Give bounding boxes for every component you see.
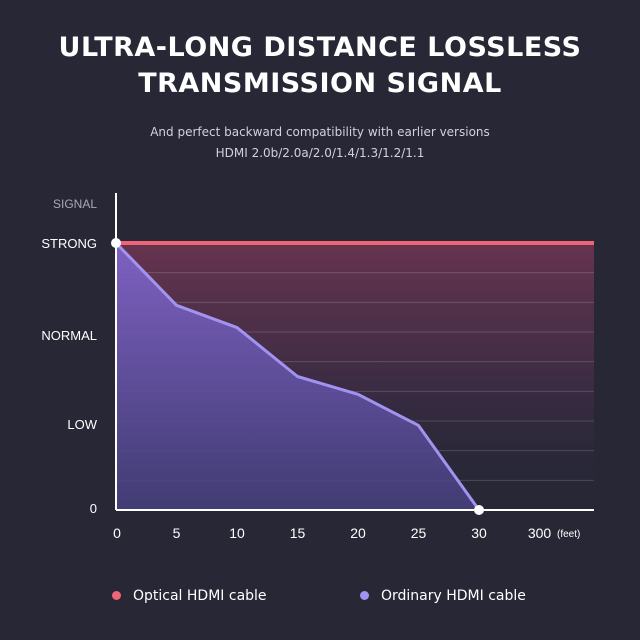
y-tick-label: 0 [90,501,97,516]
legend-marker-optical [112,590,121,600]
legend-label-optical: Optical HDMI cable [133,588,267,604]
x-tick-label: 0 [113,525,121,541]
subtitle-line-1: And perfect backward compatibility with … [150,125,490,139]
legend-marker-ordinary [360,590,369,600]
ordinary-series-line [114,241,481,511]
end-point-marker [474,505,484,515]
page-title: ULTRA-LONG DISTANCE LOSSLESS TRANSMISSIO… [0,30,640,102]
y-tick-label: LOW [67,417,97,432]
start-point-marker [111,238,121,248]
x-tick-label: 15 [290,525,306,541]
y-tick-label: STRONG [41,236,97,251]
chart-legend: Optical HDMI cable Ordinary HDMI cable [0,583,640,609]
x-tick-label: 20 [350,525,366,541]
x-tick-label: 10 [229,525,245,541]
legend-item-ordinary: Ordinary HDMI cable [360,583,526,609]
x-tick-label: 25 [411,525,427,541]
x-tick-label: 300 [528,525,552,541]
y-tick-label: NORMAL [41,328,97,343]
x-axis-unit: (feet) [557,529,580,540]
x-tick-label: 5 [173,525,181,541]
title-line-2: TRANSMISSION SIGNAL [138,68,502,99]
page-subtitle: And perfect backward compatibility with … [0,122,640,164]
title-line-1: ULTRA-LONG DISTANCE LOSSLESS [58,32,582,63]
subtitle-line-2: HDMI 2.0b/2.0a/2.0/1.4/1.3/1.2/1.1 [215,146,425,160]
legend-label-ordinary: Ordinary HDMI cable [381,588,526,604]
legend-item-optical: Optical HDMI cable [112,583,267,609]
x-tick-label: 30 [471,525,487,541]
y-axis-title: SIGNAL [53,197,97,211]
